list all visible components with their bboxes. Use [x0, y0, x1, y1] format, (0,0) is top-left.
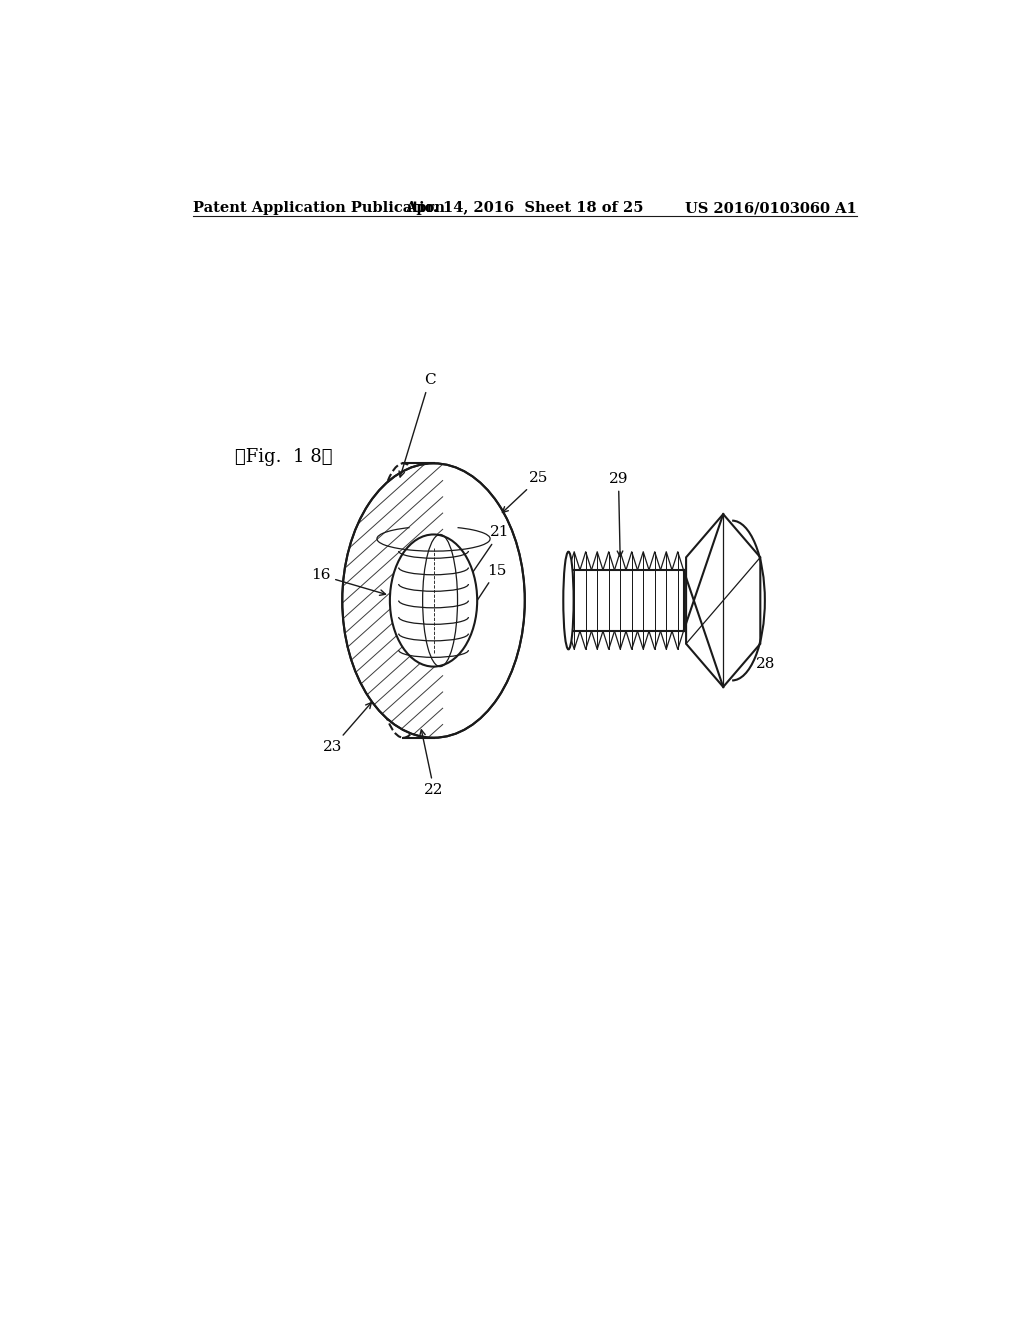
Text: Apr. 14, 2016  Sheet 18 of 25: Apr. 14, 2016 Sheet 18 of 25: [406, 201, 644, 215]
Text: 15: 15: [458, 564, 507, 630]
Ellipse shape: [390, 535, 477, 667]
Text: 25: 25: [503, 471, 549, 512]
Text: Patent Application Publication: Patent Application Publication: [194, 201, 445, 215]
Polygon shape: [686, 515, 760, 686]
Text: 22: 22: [420, 730, 444, 797]
Text: 29: 29: [608, 471, 628, 557]
Text: US 2016/0103060 A1: US 2016/0103060 A1: [685, 201, 856, 215]
Text: 【Fig.  1 8】: 【Fig. 1 8】: [236, 447, 333, 466]
Text: 21: 21: [450, 525, 510, 607]
Text: C: C: [399, 374, 435, 477]
Text: 28: 28: [756, 656, 775, 671]
Ellipse shape: [342, 463, 524, 738]
Text: 23: 23: [324, 702, 372, 754]
Ellipse shape: [563, 552, 573, 649]
Text: 16: 16: [310, 568, 385, 595]
